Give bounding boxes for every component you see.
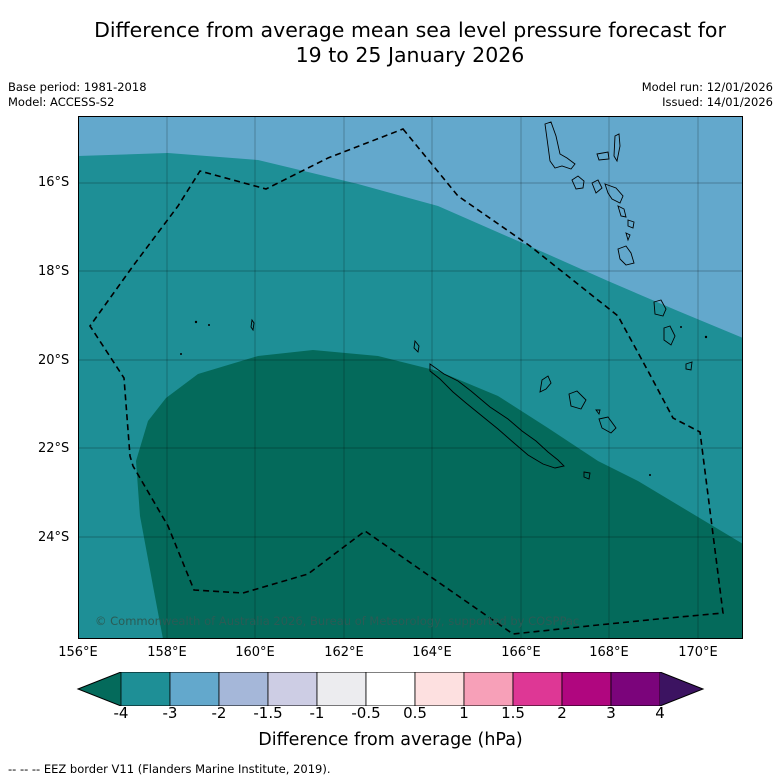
colorbar-tick-1-5: 1.5 — [501, 704, 525, 722]
colorbar-segment — [316, 672, 367, 706]
colorbar — [76, 672, 705, 706]
lat-label-22s: 22°S — [38, 441, 70, 456]
lat-label-16s: 16°S — [38, 175, 70, 190]
lat-label-20s: 20°S — [38, 353, 70, 368]
copyright-watermark: © Commonwealth of Australia 2026, Bureau… — [95, 614, 580, 628]
pressure-anomaly-map — [78, 116, 743, 639]
title-line-1: Difference from average mean sea level p… — [94, 18, 726, 42]
colorbar-under-triangle — [78, 672, 121, 706]
colorbar-segment — [218, 672, 269, 706]
title-line-2: 19 to 25 January 2026 — [295, 43, 525, 67]
small-islets — [180, 320, 708, 476]
colorbar-segment — [267, 672, 318, 706]
colorbar-tick-minus1: -1 — [309, 704, 325, 722]
colorbar-tick-minus0-5: -0.5 — [351, 704, 381, 722]
chesterfield-islet — [250, 318, 255, 332]
colorbar-segment — [365, 672, 416, 706]
lon-label-162e: 162°E — [324, 645, 364, 660]
colorbar-segment — [512, 672, 563, 706]
colorbar-tick-0-5: 0.5 — [403, 704, 427, 722]
lon-label-160e: 160°E — [235, 645, 275, 660]
anomaly-band-below-minus4 — [136, 350, 743, 639]
new-caledonia — [413, 339, 617, 480]
colorbar-segment — [561, 672, 612, 706]
colorbar-segment — [169, 672, 220, 706]
colorbar-over-triangle — [660, 672, 703, 706]
colorbar-title: Difference from average (hPa) — [258, 730, 523, 750]
colorbar-segment — [120, 672, 171, 706]
colorbar-tick-4: 4 — [655, 704, 665, 722]
map-frame — [78, 116, 743, 639]
colorbar-outline — [76, 672, 705, 706]
colorbar-tick-minus2: -2 — [211, 704, 227, 722]
colorbar-tick-2: 2 — [557, 704, 567, 722]
eez-legend-note: -- -- -- EEZ border V11 (Flanders Marine… — [8, 762, 331, 776]
lon-label-158e: 158°E — [147, 645, 187, 660]
meta-left: Base period: 1981-2018 Model: ACCESS-S2 — [8, 80, 147, 110]
colorbar-segment — [414, 672, 465, 706]
lat-label-24s: 24°S — [38, 530, 70, 545]
colorbar-segment — [610, 672, 661, 706]
issued-date: Issued: 14/01/2026 — [662, 95, 773, 109]
lon-label-164e: 164°E — [412, 645, 452, 660]
lon-label-170e: 170°E — [678, 645, 718, 660]
colorbar-segment — [463, 672, 514, 706]
colorbar-tick-1: 1 — [459, 704, 469, 722]
chart-title: Difference from average mean sea level p… — [0, 18, 781, 68]
lon-label-168e: 168°E — [589, 645, 629, 660]
vanuatu-islands — [544, 121, 693, 371]
model-name: Model: ACCESS-S2 — [8, 95, 115, 109]
lon-label-166e: 166°E — [501, 645, 541, 660]
lat-label-18s: 18°S — [38, 264, 70, 279]
colorbar-tick-minus3: -3 — [162, 704, 178, 722]
base-period: Base period: 1981-2018 — [8, 80, 147, 94]
meta-right: Model run: 12/01/2026 Issued: 14/01/2026 — [642, 80, 773, 110]
colorbar-tick-minus1-5: -1.5 — [253, 704, 283, 722]
lon-label-156e: 156°E — [58, 645, 98, 660]
colorbar-tick-minus4: -4 — [113, 704, 129, 722]
map-gridlines — [78, 116, 743, 639]
colorbar-tick-3: 3 — [606, 704, 616, 722]
model-run: Model run: 12/01/2026 — [641, 80, 773, 94]
